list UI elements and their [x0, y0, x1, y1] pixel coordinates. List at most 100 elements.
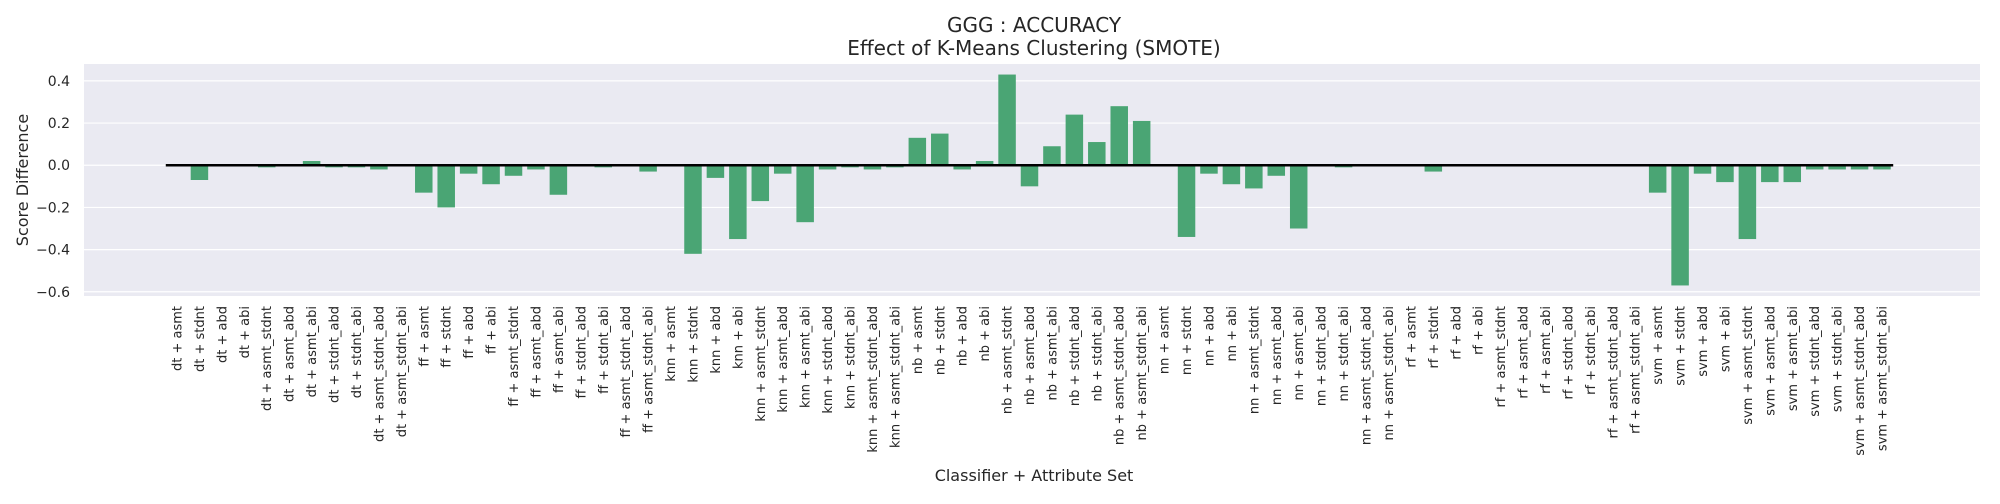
x-tick-label: dt + abi [238, 306, 253, 358]
x-tick-label: nn + asmt_stdnt_abi [1382, 306, 1397, 440]
x-tick-label: dt + asmt_abi [305, 306, 320, 397]
x-tick-label: rf + stdnt_abd [1561, 306, 1576, 400]
x-tick-label: svm + asmt [1651, 306, 1666, 385]
x-tick-label: knn + asmt_abi [799, 306, 814, 408]
chart-title: GGG : ACCURACY [947, 13, 1122, 37]
bar [752, 165, 769, 201]
x-tick-label: nb + stdnt_abi [1090, 306, 1105, 401]
bar [505, 165, 522, 176]
y-axis-label: Score Difference [13, 114, 32, 246]
x-tick-label: dt + asmt_stdnt [260, 306, 275, 411]
bar [1043, 146, 1060, 165]
bar [1178, 165, 1195, 237]
bar [191, 165, 208, 180]
x-tick-label: svm + abd [1696, 306, 1711, 377]
bar [1021, 165, 1038, 186]
x-tick-label: rf + asmt_stdnt [1494, 306, 1509, 408]
x-tick-label: rf + abi [1472, 306, 1487, 355]
x-tick-label: rf + abd [1449, 306, 1464, 360]
x-tick-label: nb + asmt_abi [1045, 306, 1060, 400]
x-tick-label: knn + abi [731, 306, 746, 369]
x-tick-label: dt + asmt_stdnt_abd [372, 306, 387, 442]
x-tick-label: svm + abi [1718, 306, 1733, 372]
x-tick-label: nn + asmt [1158, 306, 1173, 374]
bar [684, 165, 701, 254]
x-tick-label: ff + stdnt [440, 306, 455, 368]
x-tick-label: nn + asmt_abd [1270, 306, 1285, 405]
x-tick-label: knn + stdnt [686, 306, 701, 383]
bar [1784, 165, 1801, 182]
bar [1739, 165, 1756, 239]
y-tick-labels: −0.6−0.4−0.20.00.20.4 [36, 74, 70, 301]
bar [1268, 165, 1285, 176]
x-tick-label: nb + abd [956, 306, 971, 366]
bar [437, 165, 454, 207]
x-tick-label: svm + asmt_stdnt [1741, 306, 1756, 425]
y-tick-label: −0.2 [36, 200, 70, 216]
x-tick-label: knn + stdnt_abi [844, 306, 859, 409]
bar [707, 165, 724, 178]
bar [1066, 115, 1083, 166]
x-tick-label: svm + asmt_abd [1763, 306, 1778, 416]
x-tick-label: ff + asmt_stdnt_abd [619, 306, 634, 438]
bar [1671, 165, 1688, 285]
x-tick-label: nb + asmt_stdnt_abi [1135, 306, 1150, 440]
x-tick-label: ff + abi [485, 306, 500, 354]
x-tick-label: nn + asmt_abi [1292, 306, 1307, 400]
bar [1110, 106, 1127, 165]
x-tick-label: svm + stdnt_abi [1831, 306, 1846, 412]
bar [1694, 165, 1711, 173]
x-tick-label: svm + asmt_stdnt_abd [1853, 306, 1868, 456]
x-tick-label: svm + asmt_abi [1786, 306, 1801, 411]
bar [1223, 165, 1240, 184]
x-tick-label: rf + asmt [1404, 306, 1419, 368]
chart-subtitle: Effect of K-Means Clustering (SMOTE) [847, 36, 1220, 60]
x-tick-label: nn + stdnt_abi [1337, 306, 1352, 401]
x-tick-label: ff + asmt_stdnt_abi [642, 306, 657, 433]
y-tick-label: 0.4 [48, 74, 70, 90]
bar [796, 165, 813, 222]
bar [774, 165, 791, 173]
x-tick-label: rf + asmt_stdnt_abd [1606, 306, 1621, 439]
bar [1133, 121, 1150, 165]
bar [1716, 165, 1733, 182]
bar [998, 75, 1015, 166]
bar [1290, 165, 1307, 228]
x-tick-label: rf + stdnt_abi [1584, 306, 1599, 395]
y-tick-label: −0.4 [36, 243, 70, 259]
x-tick-label: dt + asmt_abd [283, 306, 298, 402]
bar [460, 165, 477, 173]
x-tick-label: rf + asmt_abd [1517, 306, 1532, 399]
x-tick-label: knn + asmt [664, 306, 679, 382]
bar [729, 165, 746, 239]
x-tick-label: nn + stdnt [1180, 306, 1195, 375]
x-tick-label: ff + asmt_abi [552, 306, 567, 393]
y-tick-label: 0.0 [48, 158, 70, 174]
x-tick-label: knn + asmt_stdnt [754, 306, 769, 422]
x-tick-label: nn + asmt_stdnt [1247, 306, 1262, 414]
x-tick-label: svm + stdnt_abd [1808, 306, 1823, 417]
x-tick-label: dt + stdnt [193, 306, 208, 372]
x-tick-label: ff + asmt_stdnt [507, 306, 522, 407]
x-tick-label: dt + asmt_stdnt_abi [395, 306, 410, 437]
x-tick-label: dt + stdnt_abd [328, 306, 343, 403]
x-tick-label: nn + abd [1202, 306, 1217, 366]
x-tick-label: rf + asmt_stdnt_abi [1629, 306, 1644, 434]
x-tick-label: nb + asmt [911, 306, 926, 374]
x-tick-label: nn + asmt_stdnt_abd [1360, 306, 1375, 445]
y-tick-label: 0.2 [48, 116, 70, 132]
x-tick-label: nb + stdnt [933, 306, 948, 375]
bar [415, 165, 432, 192]
bar [1761, 165, 1778, 182]
x-tick-label: svm + asmt_stdnt_abi [1876, 306, 1891, 451]
bar [1200, 165, 1217, 173]
x-tick-label: nb + asmt_stdnt_abd [1113, 306, 1128, 445]
bar [1245, 165, 1262, 188]
x-tick-label: knn + stdnt_abd [821, 306, 836, 414]
bar [482, 165, 499, 184]
x-tick-label: nb + stdnt_abd [1068, 306, 1083, 406]
x-tick-label: ff + stdnt_abi [597, 306, 612, 394]
